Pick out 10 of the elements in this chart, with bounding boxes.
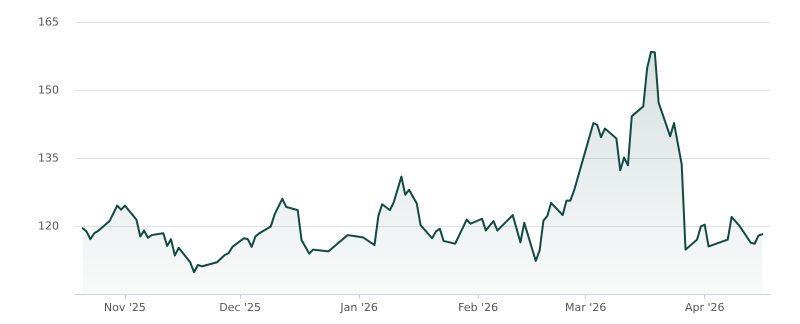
y-tick-label: 150 bbox=[38, 84, 59, 96]
y-tick-label: 120 bbox=[38, 220, 59, 232]
y-tick-label: 165 bbox=[38, 16, 59, 28]
y-tick-label: 135 bbox=[38, 152, 59, 164]
x-tick-label: Nov '25 bbox=[104, 301, 146, 314]
x-tick-label: Jan '26 bbox=[339, 301, 378, 314]
x-tick-label: Mar '26 bbox=[565, 301, 606, 314]
x-tick-label: Apr '26 bbox=[684, 301, 725, 314]
x-tick-label: Feb '26 bbox=[458, 301, 498, 314]
x-tick-label: Dec '25 bbox=[219, 301, 262, 314]
